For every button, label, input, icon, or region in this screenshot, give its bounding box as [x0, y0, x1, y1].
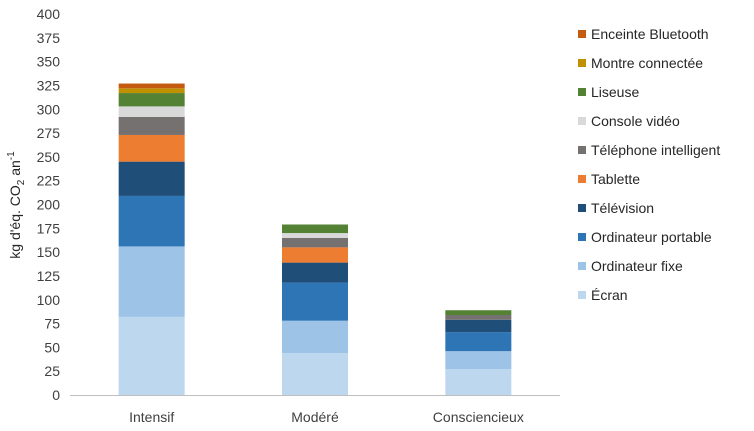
legend-item: Ordinateur portable [578, 229, 712, 245]
legend-label: Tablette [591, 171, 640, 187]
legend-label: Télévision [591, 200, 654, 216]
legend-item: Écran [578, 287, 628, 303]
x-tick-label: Modéré [291, 409, 339, 425]
y-tick-label: 25 [44, 363, 60, 379]
legend-swatch [578, 233, 586, 241]
bar-segment [445, 369, 512, 395]
bar-segment [282, 262, 348, 283]
legend-swatch [578, 59, 586, 67]
bar-segment [282, 320, 348, 354]
bar-segment [445, 310, 512, 315]
legend-label: Console vidéo [591, 113, 680, 129]
bar-segment [282, 224, 348, 234]
y-tick-label: 325 [37, 77, 61, 93]
y-tick-label: 225 [37, 173, 61, 189]
bar-segment [118, 88, 185, 94]
y-tick-label: 125 [37, 268, 61, 284]
bar-segment [282, 233, 348, 238]
legend-swatch [578, 117, 586, 125]
legend-item: Ordinateur fixe [578, 258, 683, 274]
bar-segment [445, 319, 512, 333]
bar-segment [118, 134, 185, 162]
bar-segment [118, 195, 185, 247]
y-tick-label: 275 [37, 125, 61, 141]
bar-segment [118, 106, 185, 117]
bar-segment [118, 116, 185, 135]
y-tick-label: 350 [37, 54, 61, 70]
y-tick-label: 200 [37, 197, 61, 213]
legend-label: Enceinte Bluetooth [591, 26, 709, 42]
y-tick-label: 100 [37, 292, 61, 308]
bar-segment [118, 316, 185, 395]
y-tick-label: 75 [44, 316, 60, 332]
bar-segment [445, 314, 512, 320]
y-axis: 0 25 50 75 100 125 150 175 200 225 250 275 300 325 350… [37, 6, 61, 403]
legend-swatch [578, 146, 586, 154]
legend-label: Ordinateur fixe [591, 258, 683, 274]
legend-item: Enceinte Bluetooth [578, 26, 709, 42]
y-tick-label: 175 [37, 220, 61, 236]
y-axis-title: kg d'éq. CO2 an-1 [6, 151, 27, 259]
y-tick-label: 50 [44, 339, 60, 355]
legend-swatch [578, 175, 586, 183]
bar-stack-1 [282, 224, 348, 395]
bar-segment [118, 93, 185, 107]
legend: Enceinte Bluetooth Montre connectée Liseus… [578, 26, 720, 303]
x-tick-label: Consciencieux [433, 409, 524, 425]
x-tick-label: Intensif [129, 409, 174, 425]
legend-label: Téléphone intelligent [591, 142, 720, 158]
bar-stack-2 [445, 310, 512, 395]
bar-segment [445, 351, 512, 370]
legend-item: Tablette [578, 171, 640, 187]
legend-item: Montre connectée [578, 55, 703, 71]
y-tick-label: 250 [37, 149, 61, 165]
legend-swatch [578, 204, 586, 212]
bar-segment [282, 237, 348, 248]
legend-item: Console vidéo [578, 113, 680, 129]
bars [118, 83, 512, 395]
legend-item: Télévision [578, 200, 654, 216]
bar-segment [282, 353, 348, 395]
legend-swatch [578, 88, 586, 96]
legend-label: Liseuse [591, 84, 639, 100]
bar-segment [445, 332, 512, 352]
y-tick-label: 300 [37, 101, 61, 117]
legend-label: Écran [591, 287, 628, 303]
legend-item: Liseuse [578, 84, 639, 100]
legend-label: Ordinateur portable [591, 229, 712, 245]
x-axis: Intensif Modéré Consciencieux [129, 409, 524, 425]
bar-stack-0 [118, 83, 185, 395]
bar-segment [282, 282, 348, 321]
legend-swatch [578, 262, 586, 270]
legend-swatch [578, 30, 586, 38]
y-tick-label: 0 [52, 387, 60, 403]
legend-label: Montre connectée [591, 55, 703, 71]
y-tick-label: 400 [37, 6, 61, 22]
y-tick-label: 375 [37, 30, 61, 46]
bar-segment [118, 83, 185, 89]
bar-segment [118, 246, 185, 317]
legend-swatch [578, 291, 586, 299]
legend-item: Téléphone intelligent [578, 142, 720, 158]
bar-segment [118, 161, 185, 196]
bar-segment [282, 247, 348, 263]
y-tick-label: 150 [37, 244, 61, 260]
